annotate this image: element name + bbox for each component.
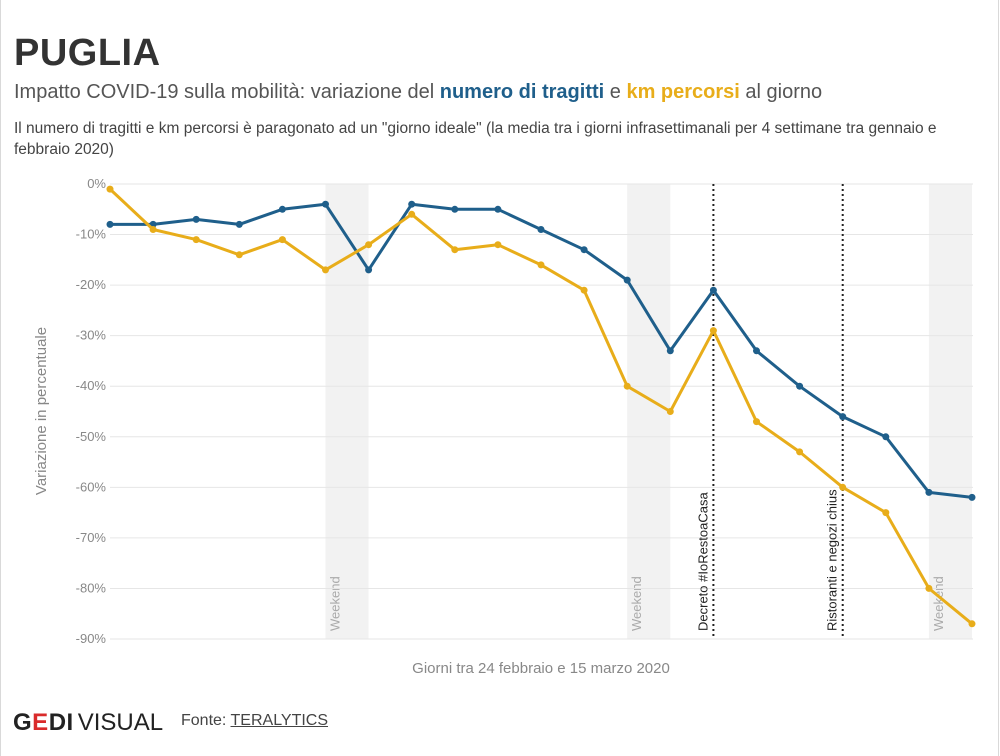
data-point-trips — [494, 205, 502, 213]
y-tick-label: -10% — [76, 227, 107, 242]
gridlines — [110, 183, 973, 640]
weekend-label: Weekend — [328, 576, 343, 631]
source-credit: Fonte: TERALYTICS — [181, 712, 328, 730]
data-point-km — [968, 620, 976, 628]
data-point-km — [451, 246, 459, 254]
data-point-trips — [839, 413, 847, 421]
data-point-trips — [666, 347, 674, 355]
data-point-km — [192, 236, 200, 244]
data-point-trips — [709, 286, 717, 294]
y-tick-label: -40% — [76, 378, 107, 393]
y-tick-label: -30% — [76, 328, 107, 343]
y-tick-label: -90% — [76, 631, 107, 646]
data-point-km — [709, 327, 717, 335]
y-tick-label: -80% — [76, 580, 107, 595]
right-frame-line — [998, 0, 999, 756]
data-point-trips — [623, 276, 631, 284]
series-lines — [106, 185, 976, 628]
data-point-km — [408, 210, 416, 218]
data-point-trips — [408, 200, 416, 208]
data-point-km — [882, 509, 890, 517]
left-frame-line — [0, 0, 1, 756]
data-point-trips — [451, 205, 459, 213]
gedi-visual-logo: GEDI VISUAL — [13, 709, 163, 737]
data-point-km — [494, 241, 502, 249]
event-label: Decreto #IoRestoaCasa — [695, 491, 710, 631]
line-chart: Weekend Weekend Weekend 0% -10% -20% -30% -40%… — [33, 176, 976, 677]
chart-subtitle: Impatto COVID-19 sulla mobilità: variazi… — [14, 81, 822, 104]
subtitle-suffix: al giorno — [745, 81, 823, 103]
data-point-trips — [753, 347, 760, 355]
logo-visual: VISUAL — [77, 709, 164, 736]
data-point-trips — [580, 246, 588, 254]
data-point-km — [753, 418, 760, 426]
logo-gedi-e: E — [32, 709, 49, 736]
source-label: Fonte: — [181, 712, 227, 729]
data-point-trips — [968, 493, 976, 501]
x-axis-label: Giorni tra 24 febbraio e 15 marzo 2020 — [412, 660, 670, 677]
y-axis-label: Variazione in percentuale — [33, 327, 50, 495]
data-point-trips — [796, 382, 804, 390]
weekend-label: Weekend — [629, 576, 644, 631]
data-point-km — [365, 241, 373, 249]
y-tick-label: -60% — [76, 479, 107, 494]
weekend-bands: Weekend Weekend Weekend — [325, 184, 972, 639]
weekend-band — [627, 184, 671, 639]
data-point-trips — [365, 266, 373, 274]
data-point-trips — [235, 220, 243, 228]
page-title: PUGLIA — [14, 32, 161, 74]
y-tick-label: -70% — [76, 530, 107, 545]
subtitle-mid: e — [609, 81, 621, 103]
data-point-km — [839, 483, 847, 491]
data-point-trips — [278, 205, 286, 213]
data-point-km — [623, 382, 631, 390]
y-tick-label: 0% — [87, 176, 106, 191]
event-label: Ristoranti e negozi chius — [825, 489, 840, 631]
data-point-km — [796, 448, 804, 456]
data-point-trips — [925, 488, 933, 496]
subtitle-series-trips: numero di tragitti — [439, 81, 605, 103]
source-link[interactable]: TERALYTICS — [230, 712, 329, 729]
data-point-km — [278, 236, 286, 244]
data-point-trips — [537, 226, 545, 233]
logo-gedi-di: DI — [48, 709, 74, 736]
axis-labels: Giorni tra 24 febbraio e 15 marzo 2020 Va… — [33, 327, 670, 677]
data-point-km — [149, 226, 157, 233]
data-point-km — [666, 408, 674, 415]
data-point-km — [925, 584, 933, 592]
y-tick-labels: 0% -10% -20% -30% -40% -50% -60% -70% -80% -90% — [76, 176, 107, 646]
data-point-km — [537, 261, 545, 269]
data-point-km — [322, 266, 329, 274]
event-markers: Decreto #IoRestoaCasa Ristoranti e negozi… — [695, 184, 844, 639]
data-point-trips — [882, 433, 890, 441]
data-point-km — [580, 286, 588, 294]
weekend-band — [928, 184, 972, 639]
subtitle-prefix: Impatto COVID-19 sulla mobilità: variazi… — [14, 81, 435, 103]
y-tick-label: -50% — [76, 429, 107, 444]
subtitle-series-km: km percorsi — [626, 81, 740, 103]
logo-gedi-g: G — [13, 709, 33, 736]
data-point-trips — [106, 220, 114, 228]
chart-note: Il numero di tragitti e km percorsi è pa… — [14, 120, 937, 158]
weekend-band — [325, 184, 369, 639]
data-point-km — [235, 251, 243, 259]
data-point-km — [106, 185, 114, 193]
logo-gedi: GEDI — [13, 709, 74, 736]
data-point-trips — [192, 215, 200, 223]
y-tick-label: -20% — [76, 277, 107, 292]
weekend-label: Weekend — [931, 576, 946, 631]
data-point-trips — [322, 200, 329, 208]
